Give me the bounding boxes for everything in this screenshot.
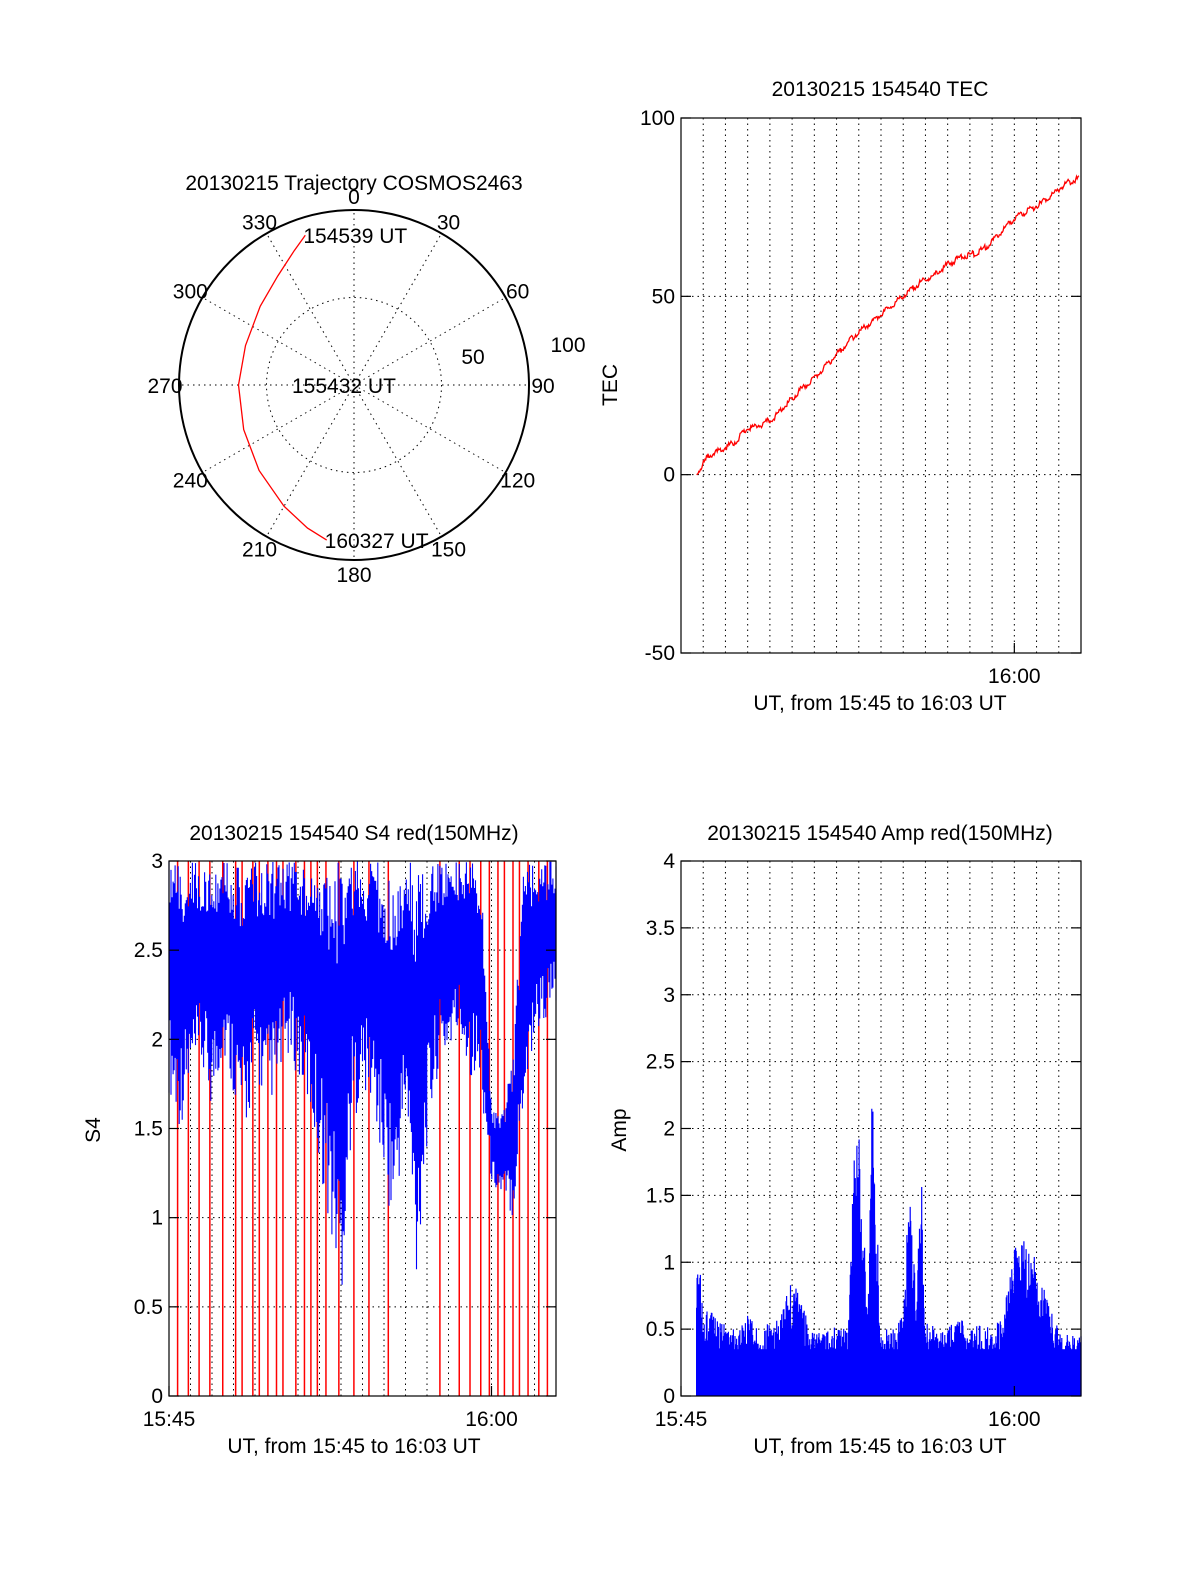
x-tick-label: 15:45 bbox=[143, 1408, 196, 1431]
polar-annotations: 154539 UT 155432 UT 160327 UT bbox=[292, 225, 429, 553]
x-tick-label: 15:45 bbox=[655, 1408, 708, 1431]
tec-ylabel: TEC bbox=[599, 364, 622, 406]
polar-azimuth-label: 330 bbox=[242, 211, 277, 234]
y-tick-label: 4 bbox=[663, 850, 675, 873]
polar-azimuth-label: 30 bbox=[437, 211, 460, 234]
polar-outer-ring bbox=[178, 209, 530, 561]
s4-plot: 20130215 154540 S4 red(150MHz) UT, from … bbox=[82, 822, 557, 1458]
polar-azimuth-labels: 0 30 60 90 120 150 180 210 240 270 300 330 bbox=[147, 186, 554, 587]
y-tick-label: 50 bbox=[652, 285, 675, 308]
y-tick-label: 3 bbox=[663, 984, 675, 1007]
polar-azimuth-label: 300 bbox=[173, 281, 208, 304]
y-tick-label: 2.5 bbox=[134, 939, 163, 962]
y-tick-label: 1.5 bbox=[134, 1118, 163, 1141]
y-tick-label: -50 bbox=[645, 642, 675, 665]
y-tick-label: 100 bbox=[640, 107, 675, 130]
y-tick-label: 3 bbox=[151, 850, 163, 873]
x-tick-label: 16:00 bbox=[988, 665, 1041, 688]
polar-spoke bbox=[353, 384, 506, 473]
polar-trajectory-series bbox=[237, 234, 328, 541]
polar-azimuth-label: 0 bbox=[348, 186, 360, 209]
y-tick-label: 0.5 bbox=[134, 1296, 163, 1319]
polar-grid bbox=[178, 209, 530, 561]
s4-title: 20130215 154540 S4 red(150MHz) bbox=[189, 822, 518, 845]
amp-ylabel: Amp bbox=[608, 1108, 631, 1151]
polar-radial-label: 100 bbox=[550, 334, 585, 357]
tec-ticks: -50 0 50 100 16:00 bbox=[640, 107, 1081, 688]
polar-time-annotation: 155432 UT bbox=[292, 375, 396, 398]
x-tick-label: 16:00 bbox=[988, 1408, 1041, 1431]
series-line bbox=[696, 174, 1080, 476]
y-tick-label: 1 bbox=[151, 1207, 163, 1230]
polar-azimuth-label: 150 bbox=[431, 539, 466, 562]
polar-time-annotation: 154539 UT bbox=[303, 225, 407, 248]
tec-grid bbox=[681, 118, 1081, 653]
polar-inner-ring bbox=[266, 297, 442, 473]
tec-plot: 20130215 154540 TEC UT, from 15:45 to 16… bbox=[599, 78, 1082, 715]
y-tick-label: 0 bbox=[663, 1385, 675, 1408]
tec-title: 20130215 154540 TEC bbox=[772, 78, 989, 101]
polar-radial-labels: 50 100 bbox=[461, 334, 585, 369]
polar-azimuth-label: 90 bbox=[531, 375, 554, 398]
polar-azimuth-label: 120 bbox=[500, 470, 535, 493]
s4-frame bbox=[168, 860, 557, 1397]
polar-spoke bbox=[266, 384, 355, 537]
y-tick-label: 2.5 bbox=[646, 1051, 675, 1074]
polar-azimuth-label: 60 bbox=[506, 281, 529, 304]
tec-xlabel: UT, from 15:45 to 16:03 UT bbox=[753, 692, 1006, 715]
amp-series bbox=[696, 1108, 1082, 1396]
amplitude-base-band bbox=[696, 1349, 1081, 1396]
y-tick-label: 0.5 bbox=[646, 1318, 675, 1341]
y-tick-label: 2 bbox=[151, 1028, 163, 1051]
polar-spoke bbox=[353, 297, 506, 386]
polar-spoke bbox=[353, 384, 442, 537]
y-tick-label: 1.5 bbox=[646, 1184, 675, 1207]
y-tick-label: 1 bbox=[663, 1251, 675, 1274]
tec-series bbox=[696, 174, 1080, 476]
x-tick-label: 16:00 bbox=[465, 1408, 518, 1431]
y-tick-label: 0 bbox=[151, 1385, 163, 1408]
polar-spoke bbox=[266, 233, 355, 386]
polar-trajectory-plot: 20130215 Trajectory COSMOS2463 0 30 60 90 12… bbox=[147, 172, 585, 587]
s4-ylabel: S4 bbox=[82, 1117, 105, 1143]
s4-series bbox=[168, 861, 557, 1396]
s4-xlabel: UT, from 15:45 to 16:03 UT bbox=[227, 1435, 480, 1458]
polar-azimuth-label: 180 bbox=[336, 564, 371, 587]
y-tick-label: 3.5 bbox=[646, 917, 675, 940]
amp-title: 20130215 154540 Amp red(150MHz) bbox=[707, 822, 1053, 845]
y-tick-label: 0 bbox=[663, 464, 675, 487]
amp-ticks: 0 0.5 1 1.5 2 2.5 3 3.5 4 15:45 16:00 bbox=[646, 850, 1081, 1431]
tec-frame bbox=[680, 117, 1082, 654]
amp-plot: 20130215 154540 Amp red(150MHz) UT, from… bbox=[608, 822, 1082, 1458]
amp-xlabel: UT, from 15:45 to 16:03 UT bbox=[753, 1435, 1006, 1458]
polar-azimuth-label: 210 bbox=[242, 539, 277, 562]
polar-trajectory-line bbox=[237, 234, 328, 541]
amp-frame bbox=[680, 860, 1082, 1397]
s4-ticks: 0 0.5 1 1.5 2 2.5 3 15:45 16:00 bbox=[134, 850, 556, 1431]
polar-azimuth-label: 240 bbox=[173, 470, 208, 493]
polar-spoke bbox=[202, 384, 355, 473]
polar-azimuth-label: 270 bbox=[147, 375, 182, 398]
polar-title: 20130215 Trajectory COSMOS2463 bbox=[185, 172, 522, 195]
polar-time-annotation: 160327 UT bbox=[325, 530, 429, 553]
polar-radial-label: 50 bbox=[461, 346, 484, 369]
y-tick-label: 2 bbox=[663, 1118, 675, 1141]
